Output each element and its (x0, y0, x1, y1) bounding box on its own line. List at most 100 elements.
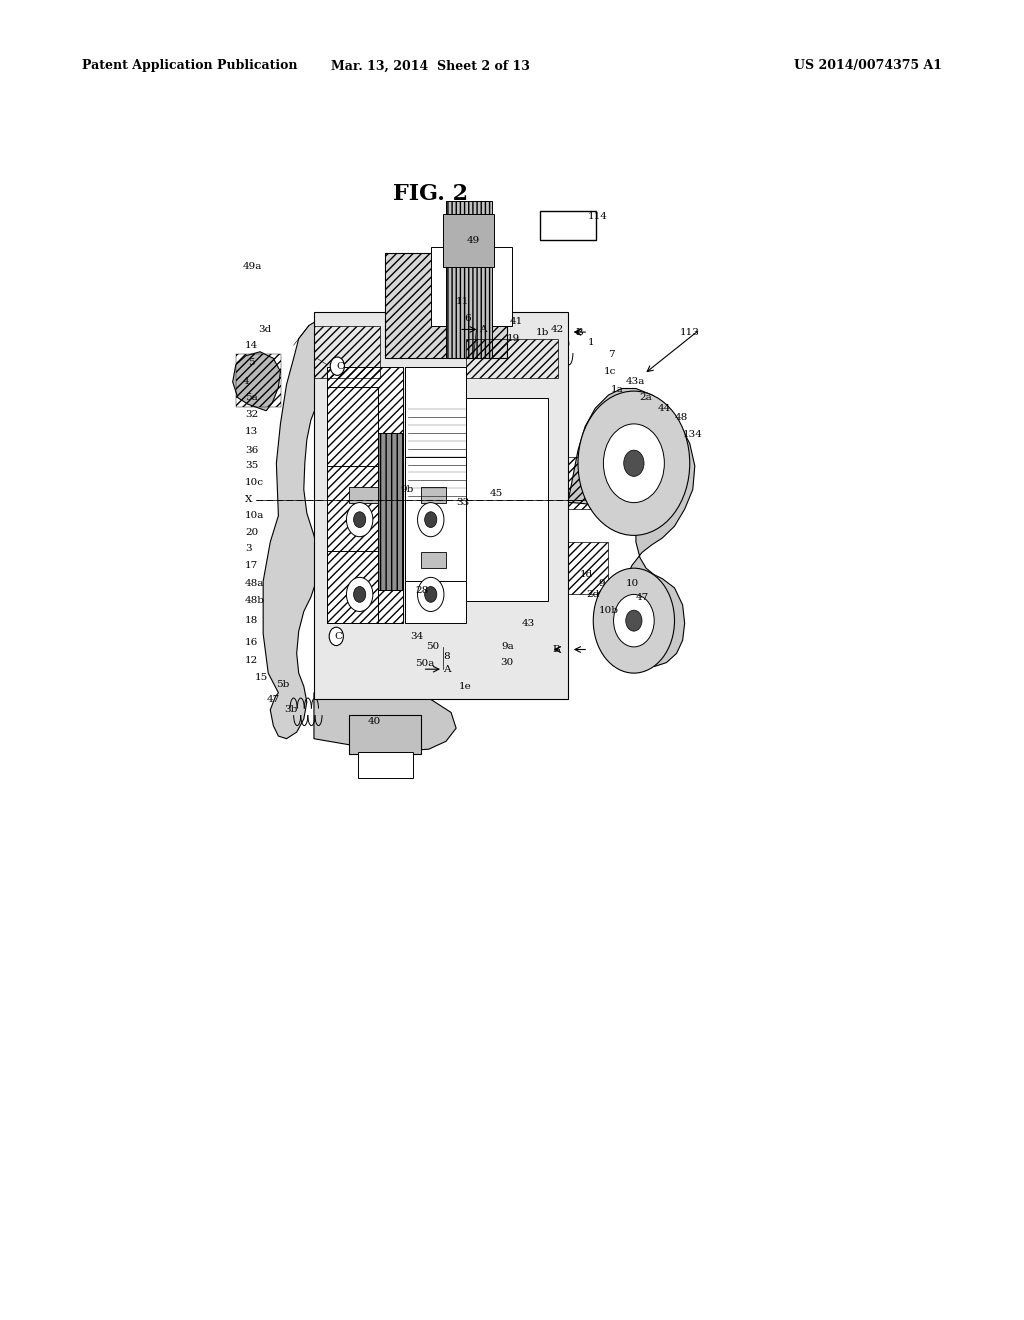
Bar (406, 457, 466, 581)
Text: 1: 1 (588, 338, 595, 347)
Text: X: X (245, 495, 252, 504)
Text: 49: 49 (466, 236, 479, 244)
Text: 10c: 10c (245, 478, 264, 487)
Bar (421, 553, 446, 568)
Bar (443, 214, 494, 267)
Text: 47: 47 (636, 593, 649, 602)
Circle shape (330, 356, 344, 375)
Text: 49a: 49a (243, 261, 262, 271)
Circle shape (346, 577, 373, 611)
Bar (568, 543, 608, 594)
Text: 32: 32 (245, 411, 258, 420)
Bar (446, 201, 492, 358)
Text: 20: 20 (245, 528, 258, 537)
Bar (349, 487, 378, 503)
Text: 5a: 5a (245, 393, 258, 403)
Polygon shape (263, 317, 359, 739)
Text: Patent Application Publication: Patent Application Publication (82, 59, 297, 73)
Text: A: A (443, 665, 451, 673)
Text: 10b: 10b (598, 606, 618, 615)
Text: 1a: 1a (610, 385, 624, 395)
Circle shape (353, 586, 366, 602)
Text: 3: 3 (245, 544, 252, 553)
Circle shape (613, 594, 654, 647)
Text: 9: 9 (598, 579, 605, 589)
Text: 28: 28 (416, 586, 429, 595)
Text: 30: 30 (500, 659, 513, 667)
Text: 12: 12 (245, 656, 258, 664)
Polygon shape (568, 388, 695, 667)
Bar (236, 354, 282, 407)
Text: 17: 17 (245, 561, 258, 570)
Text: 43a: 43a (626, 378, 645, 387)
Text: 3b: 3b (285, 705, 298, 714)
Circle shape (578, 391, 690, 536)
Text: 114: 114 (588, 213, 608, 222)
Circle shape (418, 577, 444, 611)
Text: 15: 15 (255, 673, 268, 681)
Text: 9a: 9a (502, 643, 515, 651)
Circle shape (626, 610, 642, 631)
Text: 14: 14 (245, 341, 258, 350)
Text: C: C (334, 632, 342, 642)
Text: 40: 40 (368, 717, 381, 726)
Text: 47: 47 (266, 694, 280, 704)
Text: 43: 43 (522, 619, 536, 628)
Circle shape (425, 512, 437, 528)
Bar (314, 313, 568, 700)
Polygon shape (232, 351, 281, 411)
Text: 41: 41 (510, 317, 523, 326)
Bar (406, 367, 466, 623)
Text: 4: 4 (243, 378, 250, 387)
Bar (466, 397, 548, 601)
Bar (568, 457, 608, 510)
Text: 35: 35 (245, 462, 258, 470)
Circle shape (353, 512, 366, 528)
Text: 50a: 50a (416, 660, 435, 668)
Text: 1d: 1d (580, 570, 593, 579)
Text: 11: 11 (456, 297, 469, 306)
Text: 10a: 10a (245, 511, 264, 520)
Text: Mar. 13, 2014  Sheet 2 of 13: Mar. 13, 2014 Sheet 2 of 13 (331, 59, 529, 73)
Text: 16: 16 (245, 639, 258, 647)
Text: 2d: 2d (586, 590, 599, 599)
Text: 34: 34 (411, 632, 424, 642)
Circle shape (624, 450, 644, 477)
Bar (431, 247, 512, 326)
Text: 33: 33 (456, 498, 469, 507)
Circle shape (603, 424, 665, 503)
Text: 45: 45 (489, 488, 503, 498)
Text: 13: 13 (245, 428, 258, 437)
Circle shape (346, 503, 373, 537)
Bar (421, 487, 446, 503)
Text: 19: 19 (507, 334, 520, 343)
Bar (385, 253, 507, 358)
Text: 18: 18 (245, 616, 258, 626)
Circle shape (593, 568, 675, 673)
Text: 48: 48 (675, 413, 688, 422)
Bar (327, 367, 403, 623)
Text: 3d: 3d (258, 325, 271, 334)
Text: 1b: 1b (536, 327, 549, 337)
Bar (349, 715, 421, 755)
Polygon shape (314, 693, 456, 752)
Text: 5b: 5b (276, 680, 290, 689)
Text: 36: 36 (245, 446, 258, 454)
Text: FIG. 2: FIG. 2 (393, 183, 468, 206)
Bar (314, 326, 380, 378)
Bar (378, 433, 403, 590)
Text: 9b: 9b (400, 484, 414, 494)
Text: 48a: 48a (245, 579, 264, 589)
Text: 113: 113 (680, 327, 699, 337)
Text: 7: 7 (608, 350, 615, 359)
Bar (327, 552, 378, 623)
Bar (327, 387, 378, 466)
Text: 10: 10 (626, 579, 639, 589)
Text: 42: 42 (551, 325, 564, 334)
Text: 44: 44 (657, 404, 671, 413)
Bar (349, 553, 378, 568)
Text: B: B (574, 327, 583, 337)
Text: A: A (479, 325, 487, 334)
Text: 5: 5 (248, 358, 255, 367)
Circle shape (329, 627, 343, 645)
